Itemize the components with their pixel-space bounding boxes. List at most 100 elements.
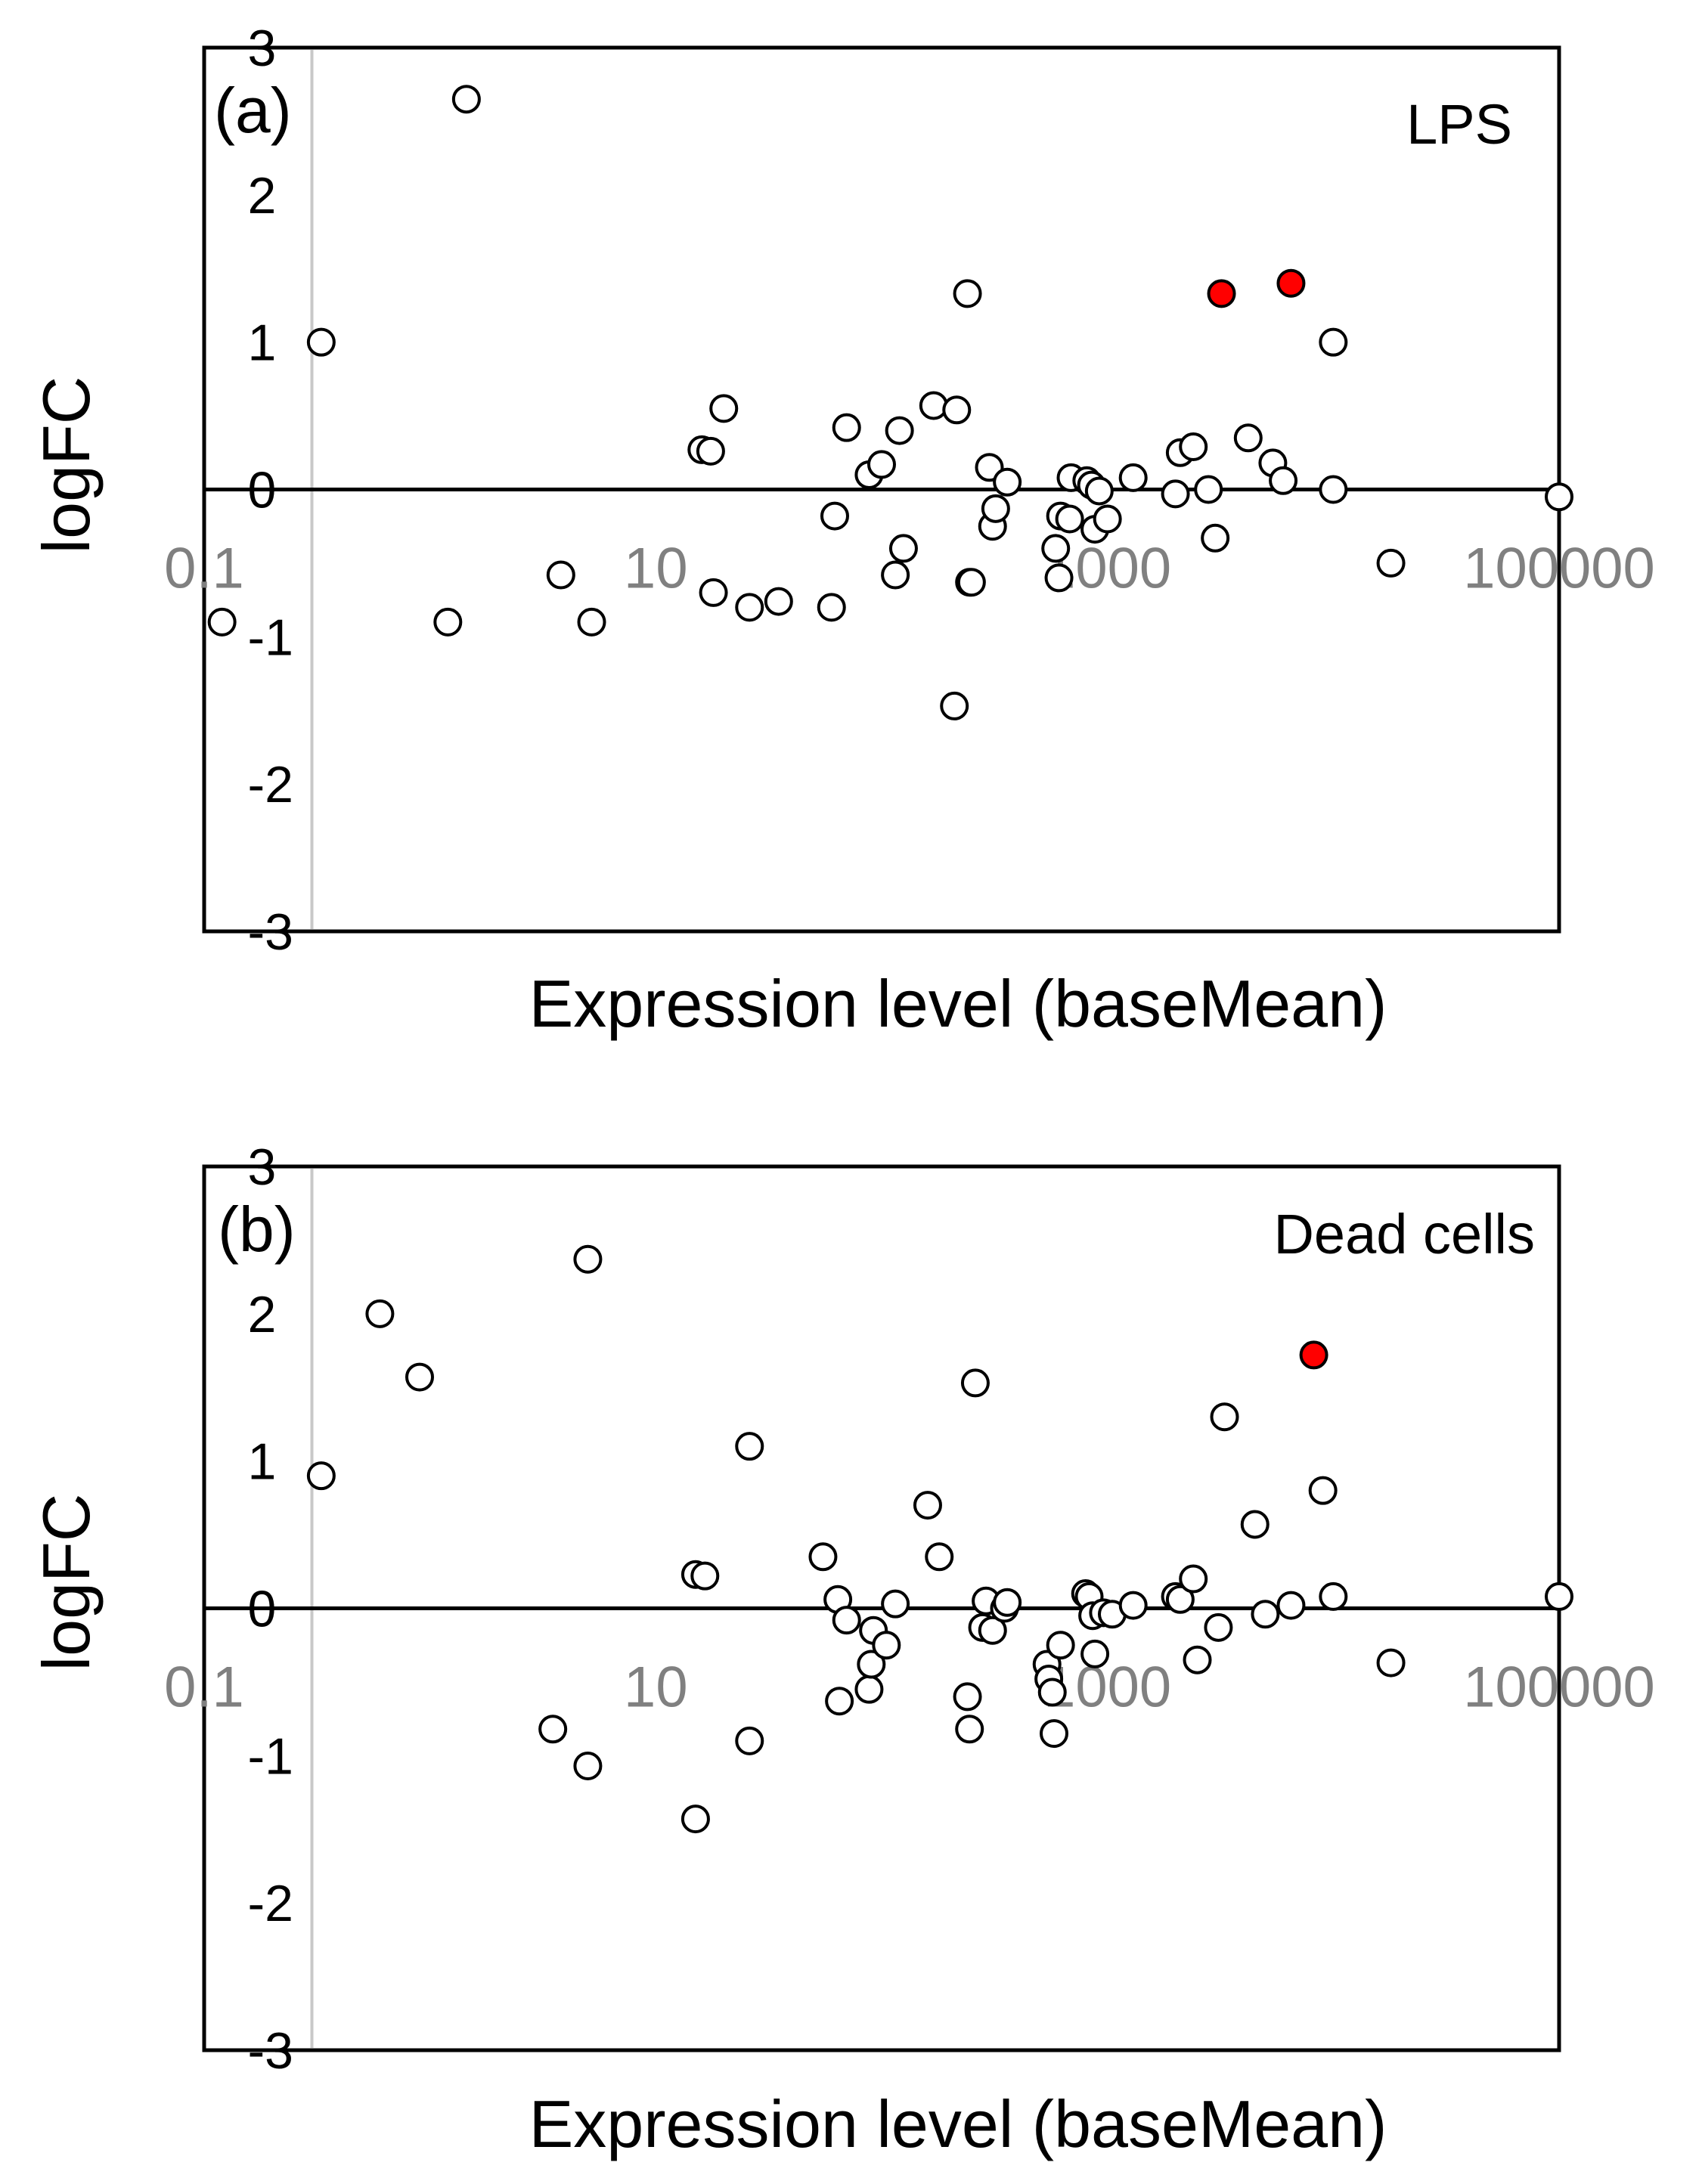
data-point (577, 607, 606, 637)
data-point (1044, 563, 1074, 593)
data-point (913, 1491, 942, 1520)
data-point (978, 1616, 1007, 1645)
y-tick-label: 1 (248, 1433, 277, 1491)
data-point (1269, 466, 1298, 495)
data-point (1308, 1476, 1338, 1505)
y-tick-label: -2 (248, 756, 293, 813)
data-point (764, 587, 793, 616)
data-point (1118, 1591, 1148, 1620)
data-point (1084, 476, 1114, 506)
data-point (207, 607, 237, 637)
data-point (953, 279, 982, 308)
data-point (867, 450, 896, 479)
data-point (1319, 327, 1348, 357)
data-point (1276, 1591, 1306, 1620)
y-tick-label: 0 (248, 1581, 277, 1638)
x-axis-title: Expression level (baseMean) (529, 966, 1387, 1041)
data-point (699, 578, 728, 607)
data-point (1376, 1648, 1406, 1677)
data-point (820, 501, 849, 531)
data-point (825, 1687, 854, 1716)
data-point (993, 1588, 1022, 1617)
data-point (872, 1631, 901, 1660)
data-point (857, 1650, 886, 1679)
data-point (1201, 523, 1230, 553)
data-point (1183, 1645, 1212, 1674)
x-tick-label: 10 (624, 1656, 688, 1720)
data-point (451, 85, 481, 114)
data-point (881, 560, 910, 590)
data-point (953, 1682, 982, 1712)
data-point (919, 391, 948, 420)
data-point (1046, 1631, 1075, 1660)
data-point (1210, 1402, 1239, 1432)
data-point (573, 1244, 603, 1274)
condition-label: Dead cells (1273, 1203, 1535, 1265)
x-tick-label: 0.1 (164, 1656, 244, 1720)
data-point (690, 1561, 720, 1591)
data-point (832, 1606, 861, 1635)
data-point (1545, 1581, 1573, 1611)
data-point (808, 1542, 838, 1572)
data-point (960, 1368, 990, 1398)
y-axis-title: logFC (29, 376, 104, 554)
data-point (735, 1726, 764, 1755)
y-tick-label: 3 (248, 20, 277, 77)
data-point (981, 494, 1010, 523)
data-point (1376, 548, 1406, 578)
y-tick-label: -2 (248, 1875, 293, 1932)
y-tick-label: -3 (248, 2022, 293, 2080)
data-point (1165, 1585, 1195, 1614)
data-point (885, 416, 914, 445)
data-point (854, 1674, 884, 1704)
x-tick-label: 10 (624, 537, 688, 601)
data-point (993, 467, 1022, 497)
data-point (1080, 1639, 1110, 1668)
panel-label: (a) (214, 75, 292, 146)
data-point (955, 1715, 984, 1744)
data-point (942, 395, 972, 425)
data-point (680, 1805, 710, 1834)
data-point (1093, 504, 1122, 534)
data-point (925, 1542, 954, 1572)
data-point (433, 607, 463, 637)
y-tick-label: 3 (248, 1138, 277, 1196)
data-point (735, 593, 764, 622)
data-point (1040, 1719, 1069, 1749)
data-point (538, 1715, 568, 1744)
y-tick-label: 1 (248, 314, 277, 372)
data-point (1545, 482, 1573, 512)
data-point (1194, 475, 1223, 504)
y-tick-label: -1 (248, 609, 293, 666)
y-tick-label: -3 (248, 903, 293, 961)
data-point (735, 1432, 764, 1461)
data-point (365, 1299, 395, 1328)
data-point (1319, 1581, 1348, 1611)
y-axis-title: logFC (29, 1494, 104, 1671)
data-point (573, 1751, 603, 1780)
highlighted-data-point (1276, 268, 1306, 298)
y-tick-label: 2 (248, 1286, 277, 1343)
data-point (1055, 504, 1084, 534)
data-point (1037, 1677, 1067, 1707)
data-point (1161, 479, 1190, 509)
data-point (696, 436, 725, 466)
panel-b: logFC Expression level (baseMean) (b) De… (29, 1138, 1655, 2161)
y-tick-label: -1 (248, 1727, 293, 1785)
condition-label: LPS (1406, 93, 1512, 156)
data-point (1233, 423, 1263, 453)
data-point (1041, 534, 1071, 563)
x-axis-title: Expression level (baseMean) (529, 2086, 1387, 2161)
data-point (405, 1362, 435, 1392)
data-point (1179, 432, 1208, 461)
data-point (888, 534, 918, 563)
highlighted-data-point (1299, 1340, 1328, 1370)
y-tick-label: 2 (248, 167, 277, 225)
data-point (709, 394, 739, 423)
panel-a: logFC Expression level (baseMean) (a) LP… (29, 20, 1655, 1041)
data-point (956, 568, 986, 597)
data-point (1118, 463, 1148, 492)
data-point (1240, 1510, 1270, 1539)
highlighted-data-point (1207, 279, 1236, 308)
data-point (306, 1461, 336, 1491)
